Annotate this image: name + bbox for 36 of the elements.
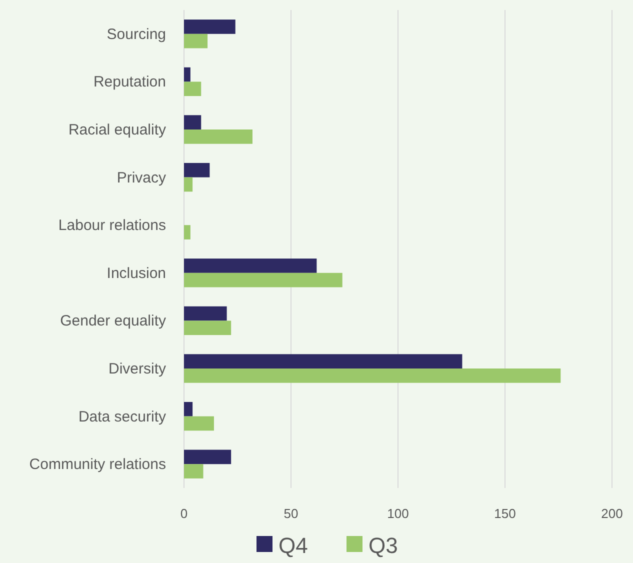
- y-tick-label: Gender equality: [60, 312, 166, 330]
- bar: [184, 320, 232, 336]
- y-tick-label: Diversity: [108, 360, 166, 378]
- bar: [184, 130, 252, 144]
- y-tick-label: Labour relations: [58, 217, 166, 234]
- bar: [184, 177, 193, 192]
- x-tick-label: 100: [387, 506, 409, 521]
- y-tick-label: Privacy: [116, 169, 166, 186]
- bar: [184, 115, 202, 130]
- bar: [184, 162, 210, 178]
- bar: [184, 34, 208, 48]
- y-tick-label: Data security: [78, 408, 166, 426]
- bar: [184, 67, 190, 82]
- x-tick-label: 150: [494, 506, 516, 521]
- y-tick-label: Racial equality: [68, 122, 166, 138]
- bar: [184, 464, 204, 478]
- legend-label: Q3: [368, 533, 398, 558]
- legend-label: Q4: [278, 533, 308, 558]
- bar: [184, 354, 462, 368]
- bar: [184, 402, 193, 416]
- y-tick-label: Inclusion: [106, 264, 166, 282]
- bar: [184, 225, 190, 240]
- bar: [184, 258, 317, 273]
- bar: [184, 272, 342, 288]
- bar: [184, 20, 236, 34]
- x-tick-label: 200: [601, 506, 623, 521]
- bar: [184, 306, 227, 321]
- bar: [184, 450, 232, 464]
- bar: [184, 416, 214, 431]
- bar: [184, 368, 561, 383]
- x-tick-label: 0: [180, 506, 188, 521]
- y-tick-label: Sourcing: [106, 26, 166, 43]
- bar: [184, 82, 202, 96]
- y-tick-label: Reputation: [93, 74, 166, 91]
- y-tick-label: Community relations: [29, 456, 166, 474]
- x-tick-label: 50: [284, 506, 298, 521]
